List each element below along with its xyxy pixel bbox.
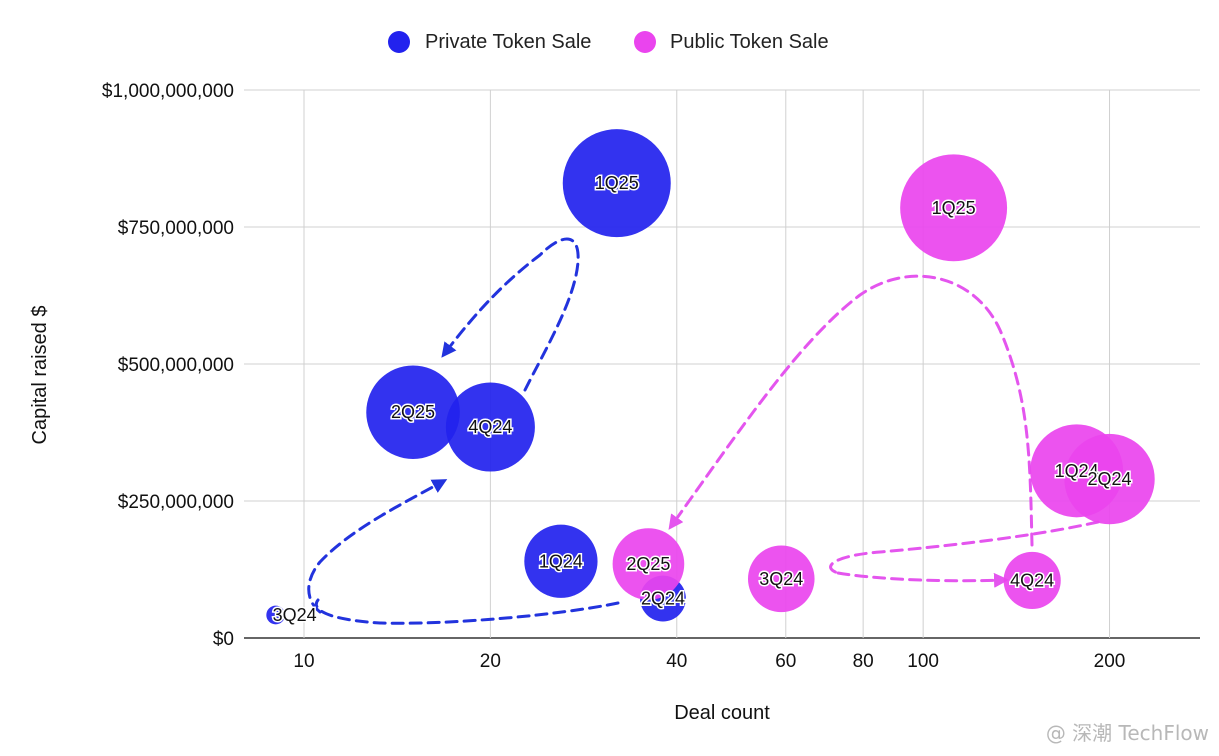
public-arrow-4q24-to-1q25-to-2q25 xyxy=(668,274,1034,547)
public-bubble-1q25 xyxy=(900,154,1008,262)
private-label-1q24: 1Q24 xyxy=(539,551,583,571)
private-label-4q24: 4Q24 xyxy=(468,417,512,437)
public-arrow-2q24-to-1q25 xyxy=(829,520,1100,575)
public-label-1q25: 1Q25 xyxy=(932,198,976,218)
x-tick-label: 80 xyxy=(853,651,874,672)
bubble-labels: 3Q244Q241Q252Q251Q242Q241Q251Q242Q243Q24… xyxy=(271,172,1133,627)
private-bubble-4q24 xyxy=(445,382,535,472)
legend-swatch-private xyxy=(388,31,410,53)
private-label-2q25: 2Q25 xyxy=(391,402,435,422)
private-arrow-4q24-to-1q25 xyxy=(441,237,580,392)
x-tick-label: 200 xyxy=(1094,651,1126,672)
public-label-3q24: 3Q24 xyxy=(759,569,803,589)
x-axis-title: Deal count xyxy=(674,702,770,724)
x-tick-label: 40 xyxy=(666,651,687,672)
private-bubble-2q25 xyxy=(366,365,460,459)
y-tick-label: $750,000,000 xyxy=(118,218,234,239)
private-arrow-2q24-to-3q24 xyxy=(314,598,620,625)
legend: Private Token Sale Public Token Sale xyxy=(388,31,829,53)
trend-arrows xyxy=(307,237,1100,625)
private-label-3q24: 3Q24 xyxy=(273,605,317,625)
legend-label-public: Public Token Sale xyxy=(670,31,829,53)
private-arrow-3q24-to-4q24 xyxy=(307,479,448,614)
public-label-2q24: 2Q24 xyxy=(1088,469,1132,489)
public-label-2q25: 2Q25 xyxy=(626,554,670,574)
public-bubble-3q24 xyxy=(747,545,815,613)
x-tick-label: 60 xyxy=(775,651,796,672)
public-arrow-3q24-to-4q24 xyxy=(836,571,1009,588)
axis-ticks: $0 $250,000,000 $500,000,000 $750,000,000 $1… xyxy=(102,81,1125,672)
private-bubble-1q25 xyxy=(562,129,671,238)
private-label-1q25: 1Q25 xyxy=(595,173,639,193)
legend-swatch-public xyxy=(634,31,656,53)
bubbles xyxy=(266,129,1155,625)
watermark: @ 深潮 TechFlow xyxy=(1045,721,1209,745)
y-tick-label: $500,000,000 xyxy=(118,355,234,376)
gridlines xyxy=(244,89,1200,639)
y-axis-title: Capital raised $ xyxy=(29,306,51,445)
private-bubble-1q24 xyxy=(524,524,598,598)
private-label-2q24: 2Q24 xyxy=(641,589,685,609)
x-tick-label: 10 xyxy=(293,651,314,672)
public-label-4q24: 4Q24 xyxy=(1010,570,1054,590)
y-tick-label: $250,000,000 xyxy=(118,492,234,513)
legend-label-private: Private Token Sale xyxy=(425,31,591,53)
public-bubble-2q24 xyxy=(1064,433,1155,525)
x-tick-label: 100 xyxy=(907,651,939,672)
private-bubble-3q24 xyxy=(266,605,286,625)
public-bubble-2q25 xyxy=(612,528,685,600)
y-tick-label: $1,000,000,000 xyxy=(102,81,234,102)
public-bubble-4q24 xyxy=(1003,551,1061,610)
y-tick-label: $0 xyxy=(213,629,234,650)
public-label-1q24: 1Q24 xyxy=(1055,461,1099,481)
x-tick-label: 20 xyxy=(480,651,501,672)
